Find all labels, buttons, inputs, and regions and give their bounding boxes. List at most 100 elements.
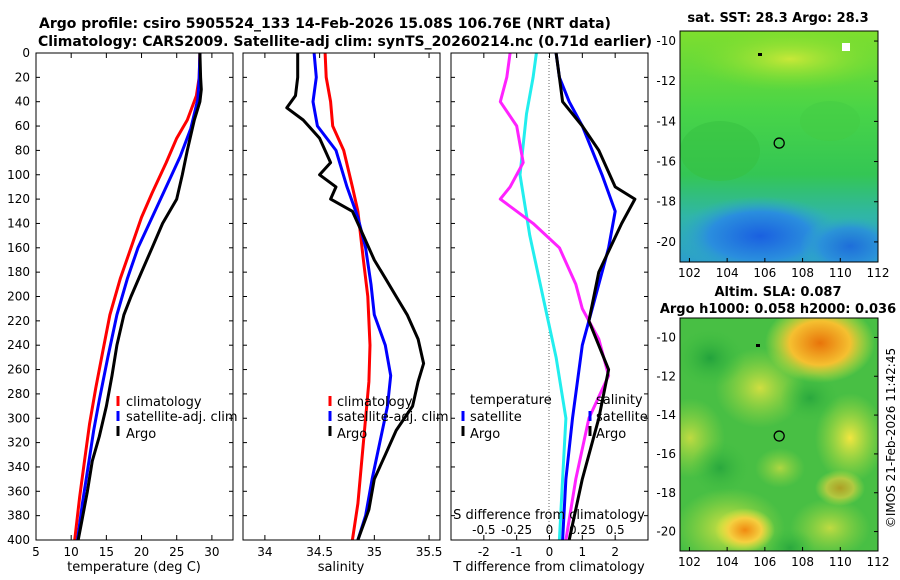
temperature-legend: climatology satellite-adj. clim Argo [116, 395, 238, 442]
depth-tick-label: 240 [7, 338, 30, 352]
lon-tick-label: 112 [867, 555, 890, 569]
sst-map-frame [679, 30, 879, 263]
x-tick-label: 35 [367, 545, 382, 559]
lat-tick-label: -20 [656, 235, 676, 249]
x-tick-label: 2 [611, 545, 619, 559]
lon-tick-label: 112 [867, 266, 890, 280]
salinity-difference-tick-label: 0 [546, 523, 554, 537]
lon-tick-label: 106 [753, 555, 776, 569]
lon-tick-label: 108 [791, 555, 814, 569]
sla-map-title-line2: Argo h1000: 0.058 h2000: 0.036 [660, 302, 896, 317]
depth-tick-label: 260 [7, 363, 30, 377]
legend-label-t-satellite: satellite [470, 410, 522, 425]
lon-tick-label: 104 [716, 266, 739, 280]
x-tick-label: 34 [257, 545, 272, 559]
difference-panel: -2 -1 0 1 2 -0.5 -0.25 0 0.25 0.5 S difference f… [450, 52, 649, 575]
depth-tick-label: 80 [15, 143, 30, 157]
series-line-temperature-satellite [518, 52, 568, 541]
lat-tick-label: -14 [656, 114, 676, 128]
lat-tick-label: -16 [656, 155, 676, 169]
series-line-climatology [323, 52, 372, 541]
x-tick-label: 0 [546, 545, 554, 559]
series-line-temperature-argo [498, 52, 611, 541]
x-tick-label: 20 [134, 545, 149, 559]
legend-label-climatology: climatology [126, 395, 202, 410]
temperature-difference-xlabel: T difference from climatology [452, 560, 645, 575]
x-tick-label: 30 [204, 545, 219, 559]
legend-label-satellite: satellite-adj. clim [126, 410, 238, 425]
legend-heading-salinity: salinity [596, 393, 643, 408]
depth-tick-label: 160 [7, 241, 30, 255]
main-title: Argo profile: csiro 5905524_133 14-Feb-2… [39, 16, 611, 32]
legend-label-s-satellite: satellite [596, 410, 648, 425]
lon-tick-label: 102 [678, 266, 701, 280]
lat-tick-label: -10 [656, 34, 676, 48]
argo-float-location-marker [773, 137, 785, 149]
x-tick-label: 34.5 [306, 545, 333, 559]
legend-label-satellite: satellite-adj. clim [337, 410, 449, 425]
lat-tick-label: -18 [656, 486, 676, 500]
series-line-climatology [73, 52, 202, 541]
depth-tick-label: 40 [15, 95, 30, 109]
depth-tick-label: 400 [7, 533, 30, 547]
salinity-difference-tick-label: 0.25 [569, 523, 596, 537]
x-tick-label: 35.5 [416, 545, 443, 559]
temperature-xlabel: temperature (deg C) [67, 560, 201, 575]
depth-tick-label: 380 [7, 509, 30, 523]
series-line-salinity-satellite [554, 52, 617, 541]
lat-tick-label: -18 [656, 195, 676, 209]
legend-label-argo: Argo [126, 427, 156, 442]
lon-tick-label: 102 [678, 555, 701, 569]
x-tick-label: 1 [579, 545, 587, 559]
sla-map-title-line1: Altim. SLA: 0.087 [715, 285, 842, 300]
difference-legend: temperature satellite Argo salinity sate… [461, 393, 648, 442]
legend-label-s-argo: Argo [596, 427, 626, 442]
island [756, 344, 760, 347]
depth-tick-label: 20 [15, 70, 30, 84]
sst-map-panel: sat. SST: 28.3 Argo: 28.3 102 104 106 108 11… [656, 11, 890, 280]
depth-tick-label: 120 [7, 192, 30, 206]
legend-heading-temperature: temperature [470, 393, 552, 408]
series-line-salinity-argo [554, 52, 637, 541]
depth-tick-label: 0 [22, 46, 30, 60]
depth-tick-label: 320 [7, 436, 30, 450]
depth-tick-label: 100 [7, 168, 30, 182]
salinity-legend: climatology satellite-adj. clim Argo [328, 395, 449, 442]
salinity-difference-tick-label: -0.25 [501, 523, 532, 537]
legend-label-argo: Argo [337, 427, 367, 442]
series-line-satellite-adj-clim [311, 52, 393, 541]
sub-title: Climatology: CARS2009. Satellite-adj cli… [38, 34, 652, 50]
lon-tick-label: 106 [753, 266, 776, 280]
x-tick-label: 5 [32, 545, 40, 559]
lon-tick-label: 110 [829, 555, 852, 569]
sla-map-field [680, 318, 878, 551]
legend-label-t-argo: Argo [470, 427, 500, 442]
x-tick-label: 10 [64, 545, 79, 559]
salinity-difference-xlabel: S difference from climatology [453, 508, 645, 523]
depth-tick-label: 220 [7, 314, 30, 328]
sst-map-title: sat. SST: 28.3 Argo: 28.3 [687, 11, 868, 26]
x-tick-label: -1 [511, 545, 523, 559]
salinity-xlabel: salinity [318, 560, 365, 575]
lat-tick-label: -16 [656, 447, 676, 461]
lon-tick-label: 110 [829, 266, 852, 280]
series-line-argo [76, 52, 203, 541]
sla-map-panel: Altim. SLA: 0.087 Argo h1000: 0.058 h200… [656, 285, 896, 569]
lon-tick-label: 104 [716, 555, 739, 569]
depth-tick-label: 280 [7, 387, 30, 401]
x-tick-label: 15 [99, 545, 114, 559]
lon-tick-label: 108 [791, 266, 814, 280]
lat-tick-label: -20 [656, 525, 676, 539]
x-tick-label: 25 [169, 545, 184, 559]
series-line-argo [285, 53, 426, 541]
salinity-axes-frame [242, 52, 441, 541]
depth-tick-label: 300 [7, 411, 30, 425]
imos-credit: ©IMOS 21-Feb-2026 11:42:45 [884, 348, 898, 528]
legend-label-climatology: climatology [337, 395, 413, 410]
depth-tick-label: 340 [7, 460, 30, 474]
depth-tick-label: 60 [15, 119, 30, 133]
salinity-difference-tick-label: -0.5 [472, 523, 495, 537]
lat-tick-label: -12 [656, 369, 676, 383]
lat-tick-label: -14 [656, 408, 676, 422]
